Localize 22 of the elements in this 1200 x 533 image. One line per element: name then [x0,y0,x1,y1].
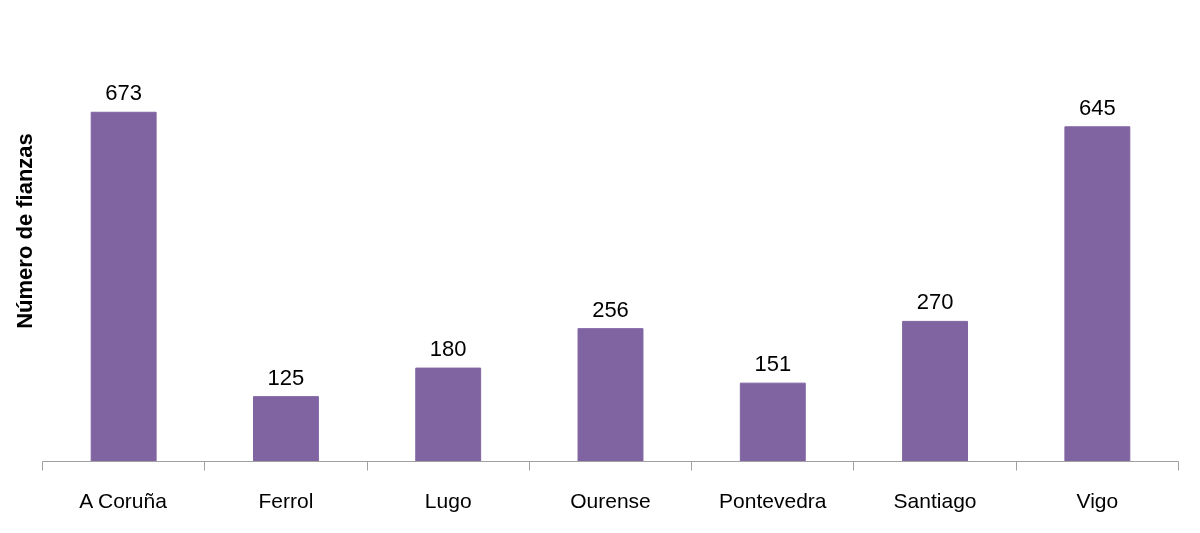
bar [252,396,319,462]
x-tick-label: A Coruña [79,488,168,512]
x-tick-label: Ourense [570,488,651,512]
data-label: 180 [429,336,467,362]
bar [415,367,482,462]
x-tick-label: Lugo [424,488,472,512]
data-label: 151 [754,351,792,377]
x-tick-label: Pontevedra [719,488,827,512]
bar [577,328,644,462]
x-tick-label: Santiago [893,488,977,512]
data-label: 125 [267,364,305,390]
bar [1064,126,1131,462]
bar [739,382,806,462]
data-label: 270 [916,289,954,315]
x-tick-label: Vigo [1076,488,1119,512]
bar [902,320,969,462]
y-axis-title: Número de fianzas [11,133,37,329]
bar [90,111,157,462]
data-label: 256 [592,296,629,322]
x-tick-label: Ferrol [258,488,314,512]
data-label: 673 [105,80,143,106]
data-label: 645 [1079,94,1116,120]
